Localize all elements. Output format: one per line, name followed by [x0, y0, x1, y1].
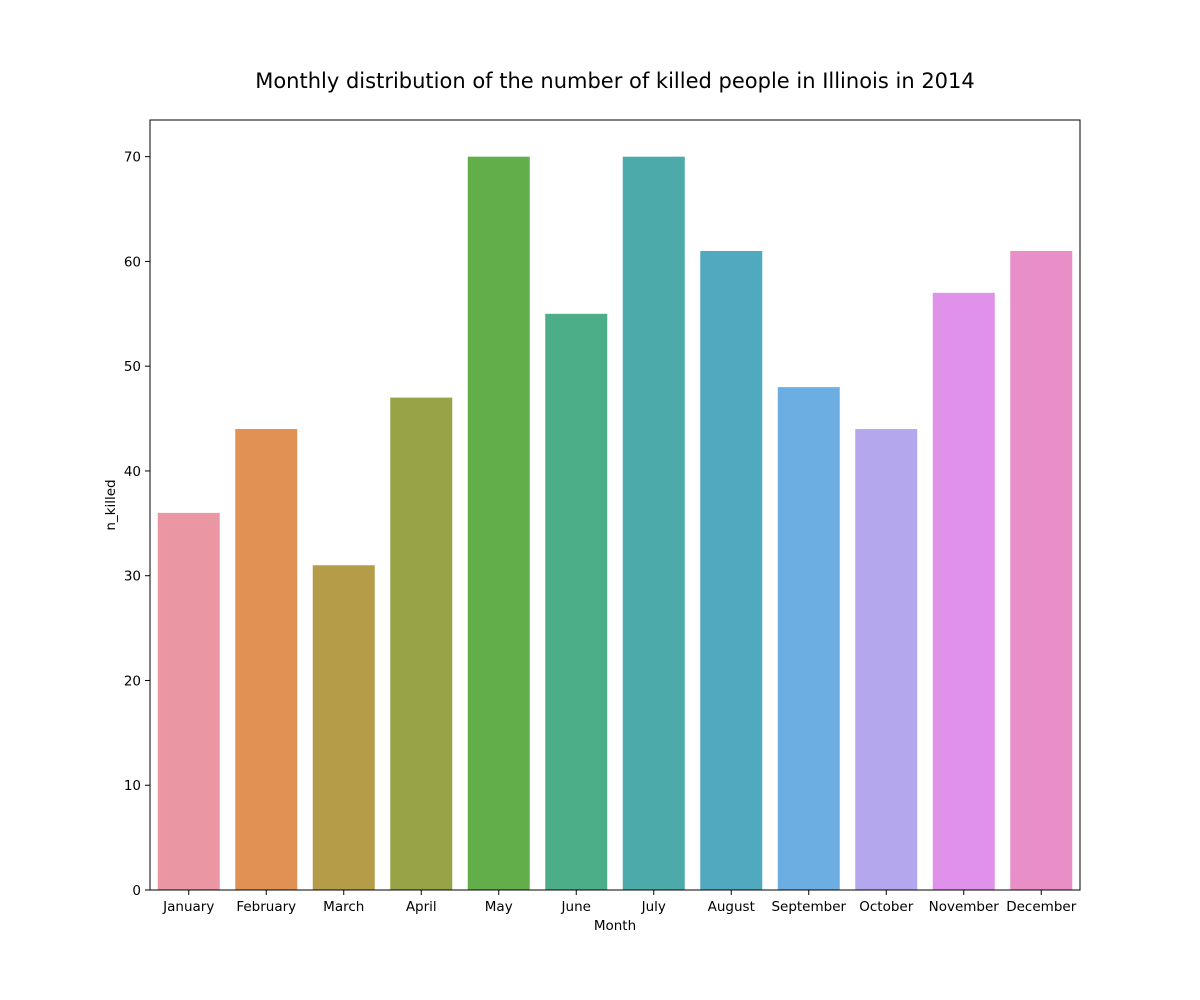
- y-axis-label: n_killed: [103, 479, 119, 530]
- y-tick-label: 60: [124, 254, 141, 270]
- x-tick-label: July: [641, 899, 666, 915]
- bar-july: [622, 156, 685, 891]
- bar-march: [312, 565, 375, 890]
- y-tick-label: 20: [124, 673, 141, 689]
- bar-august: [700, 250, 763, 890]
- bar-january: [157, 512, 220, 890]
- bar-november: [932, 292, 995, 890]
- plot-frame: [149, 119, 1081, 891]
- bar-june: [545, 313, 608, 890]
- y-tick-label: 10: [124, 778, 141, 794]
- y-tick-label: 40: [124, 464, 141, 480]
- bars-group: [157, 156, 1073, 891]
- bar-february: [235, 429, 298, 890]
- bar-april: [390, 397, 453, 890]
- bar-december: [1010, 250, 1073, 890]
- y-tick-label: 70: [124, 150, 141, 166]
- x-tick-label: August: [708, 899, 755, 915]
- x-tick-label: December: [1006, 899, 1076, 915]
- bar-september: [777, 387, 840, 890]
- x-tick-label: November: [929, 899, 1000, 915]
- bar-october: [855, 429, 918, 890]
- x-tick-label: September: [771, 899, 846, 915]
- x-tick-label: March: [323, 899, 364, 915]
- x-tick-label: February: [236, 899, 296, 915]
- x-tick-label: October: [859, 899, 913, 915]
- x-axis-label: Month: [594, 918, 636, 934]
- chart-title: Monthly distribution of the number of ki…: [255, 69, 975, 93]
- x-tick-label: January: [162, 899, 214, 915]
- y-tick-label: 0: [132, 883, 141, 899]
- x-tick-label: May: [485, 899, 513, 915]
- bar-may: [467, 156, 530, 891]
- y-tick-label: 50: [124, 359, 141, 375]
- y-axis: 0 10 20 30 40 50 60 70: [124, 150, 150, 899]
- x-axis: January February March April May June July Augu…: [162, 890, 1077, 915]
- x-tick-label: April: [406, 899, 437, 915]
- y-tick-label: 30: [124, 569, 141, 585]
- x-tick-label: June: [561, 899, 591, 915]
